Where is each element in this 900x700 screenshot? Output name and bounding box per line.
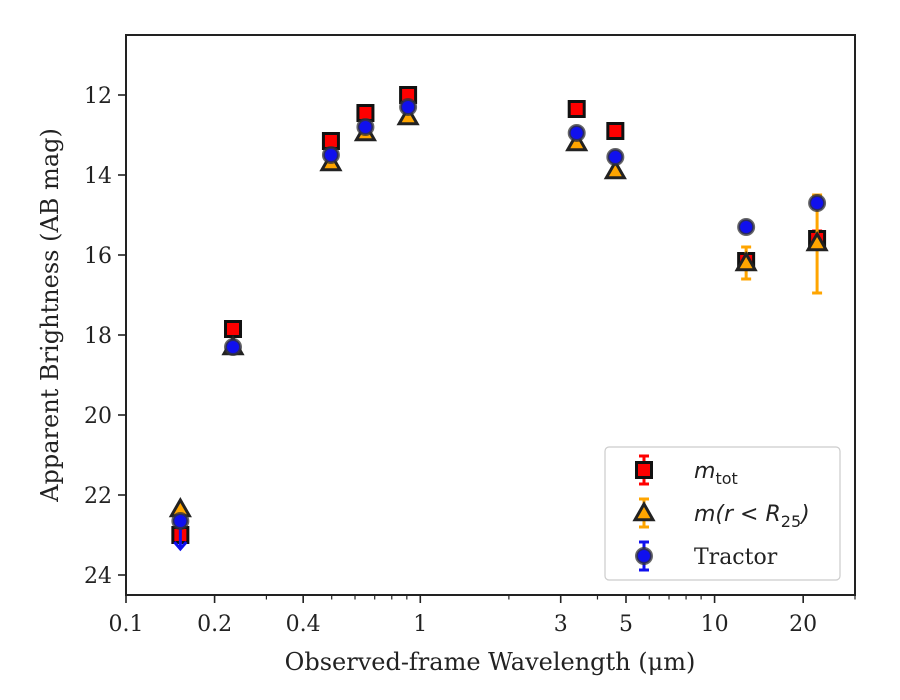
data-point <box>356 118 375 136</box>
x-tick-label: 5 <box>619 612 633 637</box>
legend-marker-triangle <box>632 500 656 522</box>
legend-label: Tractor <box>694 545 778 570</box>
legend-item: m(r < R25) <box>632 497 810 531</box>
series-circle <box>171 98 827 552</box>
x-tick-label: 10 <box>701 612 729 637</box>
data-point <box>734 250 758 272</box>
data-point <box>808 194 827 212</box>
x-axis-label: Observed-frame Wavelength (μm) <box>285 648 696 676</box>
y-tick-label: 12 <box>84 84 112 109</box>
x-tick-label: 0.2 <box>197 612 232 637</box>
legend-label-main: m <box>694 459 715 484</box>
data-point <box>399 98 418 116</box>
legend-label-subscript: 25 <box>781 512 801 531</box>
legend-item: mtot <box>635 454 738 488</box>
y-tick-label: 22 <box>84 484 112 509</box>
legend-item: Tractor <box>635 540 778 572</box>
x-tick-label: 3 <box>554 612 568 637</box>
data-point <box>805 230 829 252</box>
x-tick-label: 0.4 <box>286 612 321 637</box>
y-tick-label: 24 <box>84 564 112 589</box>
y-tick-label: 18 <box>84 324 112 349</box>
x-tick-label: 1 <box>413 612 427 637</box>
legend-label-end: ) <box>799 502 810 527</box>
y-tick-label: 20 <box>84 404 112 429</box>
data-point <box>567 100 586 118</box>
upper-limit-arrowhead <box>173 541 188 552</box>
legend-marker-circle <box>635 547 653 565</box>
data-point <box>567 124 586 142</box>
plot-frame <box>125 34 856 596</box>
data-point <box>606 148 625 166</box>
plot-area <box>125 34 856 596</box>
x-axis: 0.1 0.2 0.4 1 3 5 10 20 <box>109 595 856 637</box>
legend-label-main: Tractor <box>694 545 778 570</box>
y-axis-label: Apparent Brightness (AB mag) <box>36 128 64 503</box>
y-tick-label: 14 <box>84 164 112 189</box>
legend-label: mtot <box>694 459 738 488</box>
legend-box <box>604 446 841 581</box>
x-tick-label: 20 <box>789 612 817 637</box>
legend-marker-square <box>635 461 653 479</box>
y-tick-label: 16 <box>84 244 112 269</box>
legend-label-main: m(r < R <box>694 502 781 527</box>
data-point <box>171 512 190 530</box>
data-point <box>321 146 340 164</box>
data-point <box>603 158 627 180</box>
legend-label: m(r < R25) <box>694 502 810 531</box>
legend: mtot m(r < R25) Tractor <box>604 446 841 581</box>
legend-label-subscript: tot <box>715 469 737 488</box>
data-point <box>224 320 243 338</box>
x-tick-label: 0.1 <box>109 612 144 637</box>
data-point <box>737 218 756 236</box>
data-point <box>224 338 243 356</box>
data-point <box>606 122 625 140</box>
y-axis: 12 14 16 18 20 22 24 <box>84 84 126 589</box>
